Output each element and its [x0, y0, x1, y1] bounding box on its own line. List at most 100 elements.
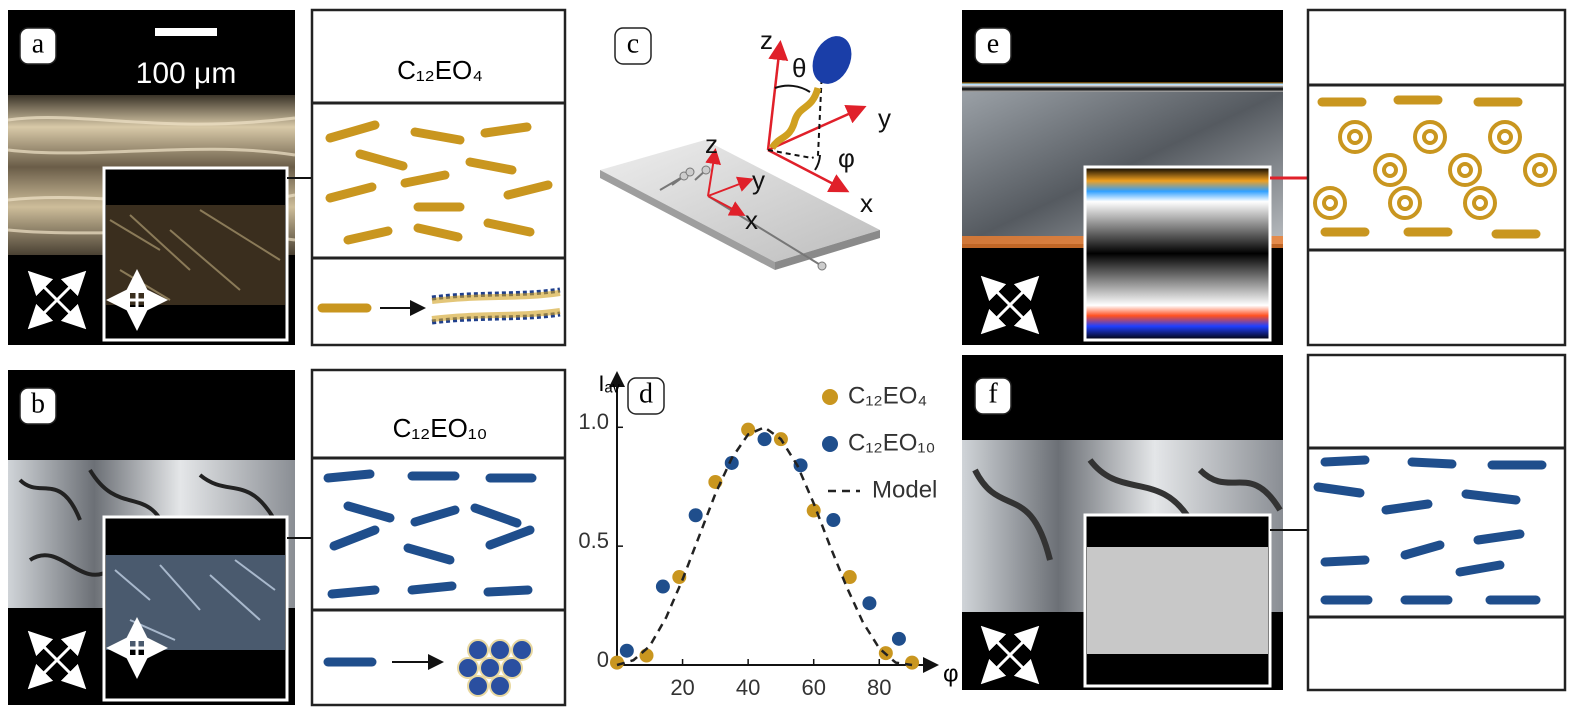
panel-label: f	[988, 378, 998, 409]
angle-label: θ	[792, 53, 806, 83]
micrograph-b-shape	[114, 559, 276, 641]
x-tick-label: 60	[801, 675, 825, 700]
model-line	[616, 425, 913, 667]
panel-label: c	[627, 28, 639, 59]
micrograph-f-shape-shape	[980, 625, 1040, 685]
diagram-c-shape	[600, 170, 775, 270]
schematic-e-shape	[1317, 95, 1541, 239]
schematic-b-shape-shape	[467, 675, 489, 697]
schematic-b-shape-shape	[489, 675, 511, 697]
schematic-b-shape-shape	[403, 543, 455, 565]
schematic-e-shape-shape	[1422, 129, 1438, 145]
micrograph-b-shape	[19, 387, 57, 425]
diagram-c-shape	[614, 27, 652, 65]
diagram-c-shape-shape	[701, 165, 711, 175]
schematic-f-shape-shape	[1320, 555, 1370, 567]
micrograph-f-shape	[980, 625, 1040, 685]
micrograph-e-shape	[980, 275, 1040, 335]
panel-label: d	[639, 378, 653, 409]
data-point	[905, 655, 920, 670]
micrograph-b: b	[8, 370, 356, 705]
schematic-f	[1306, 353, 1567, 692]
schematic-b-shape	[457, 639, 533, 697]
diagram-c-shape-shape	[766, 40, 789, 151]
axis-label: z	[705, 129, 718, 159]
data-point	[757, 432, 772, 447]
schematic-b: C₁₂EO₁₀	[310, 368, 567, 707]
scale-bar-label: 100 μm	[136, 57, 237, 90]
axis-label: y	[878, 103, 891, 133]
diagram-c-shape	[705, 148, 754, 216]
panel-label: b	[31, 388, 45, 419]
y-tick-label: 0.5	[578, 528, 609, 553]
schematic-a-shape-shape	[480, 122, 532, 138]
diagram-c-shape-shape	[707, 195, 746, 216]
schematic-a-shape-shape	[465, 157, 517, 175]
micrograph-f-shape	[972, 458, 1283, 561]
schematic-f-shape	[1306, 353, 1567, 692]
diagram-c-shape	[767, 69, 823, 159]
schematic-e-shape-shape	[1523, 153, 1557, 187]
schematic-f-shape-shape	[1400, 540, 1445, 560]
panel-label: a	[32, 28, 45, 59]
data-point	[610, 655, 624, 670]
data-point	[793, 458, 808, 473]
micrograph-b-shape	[18, 468, 282, 577]
legend-label: C₁₂EO₁₀	[848, 429, 935, 456]
data-point	[619, 643, 634, 658]
angle-label: φ	[838, 143, 855, 173]
schematic-a: C₁₂EO₄	[310, 8, 567, 347]
schematic-title: C₁₂EO₄	[397, 55, 483, 85]
micrograph-f-shape	[974, 377, 1012, 415]
schematic-b-shape-shape	[501, 657, 523, 679]
micrograph-e: e	[962, 10, 1348, 345]
data-point	[639, 648, 654, 663]
axis-label: z	[760, 25, 773, 55]
schematic-e-shape-shape	[1313, 186, 1347, 220]
micrograph-f: f	[962, 355, 1344, 690]
schematic-b-shape-shape	[343, 501, 395, 523]
schematic-e-shape-shape	[1373, 153, 1407, 187]
micrograph-b-shape	[27, 630, 87, 690]
schematic-title: C₁₂EO₁₀	[393, 413, 488, 443]
micrograph-a-shape	[19, 27, 57, 65]
schematic-f-shape	[1313, 455, 1547, 605]
schematic-e-shape-shape	[1532, 162, 1548, 178]
axis-label: y	[752, 165, 765, 195]
schematic-b-shape-shape	[485, 525, 535, 550]
micrograph-a-shape	[7, 116, 296, 242]
panel-label: e	[987, 28, 999, 59]
micrograph-e-shape	[1083, 165, 1272, 342]
schematic-b-shape-shape	[511, 639, 533, 661]
schematic-e-shape-shape	[1448, 153, 1482, 187]
chart-d-shape	[627, 377, 665, 415]
chart-d: d Iₐᵥ φ 0 0.5 1.0 20 40 60 80 C₁₂EO₄ C₁₂EO₁₀ Model	[578, 371, 958, 700]
micrograph-a-shape	[27, 270, 87, 330]
x-tick-label: 40	[736, 675, 760, 700]
data-point	[655, 579, 670, 594]
schematic-e-shape-shape	[1382, 162, 1398, 178]
schematic-a-shape-shape	[343, 226, 393, 245]
micrograph-a-shape	[106, 269, 168, 331]
schematic-a-shape-shape	[410, 127, 465, 145]
schematic-a-shape	[325, 120, 553, 245]
legend-swatch	[822, 436, 838, 452]
data-point	[842, 570, 857, 585]
legend-label: Model	[872, 476, 937, 503]
schematic-f-shape-shape	[1320, 455, 1370, 467]
axis-label: x	[745, 205, 758, 235]
micrograph-a: 100 μm a	[7, 10, 354, 345]
schematic-b-shape-shape	[467, 639, 489, 661]
micrograph-a-shape-shape	[27, 270, 87, 330]
schematic-e-shape	[1313, 120, 1557, 220]
diagram-c-shape-shape	[707, 176, 754, 197]
schematic-a-shape-shape	[400, 170, 450, 188]
diagram-c-shape-shape	[767, 104, 867, 152]
schematic-b-shape-shape	[329, 525, 380, 551]
schematic-b-shape-shape	[327, 585, 380, 599]
data-point	[741, 422, 756, 437]
schematic-e-shape	[1306, 8, 1567, 347]
schematic-f-shape-shape	[1381, 499, 1433, 515]
data-point	[862, 596, 877, 611]
